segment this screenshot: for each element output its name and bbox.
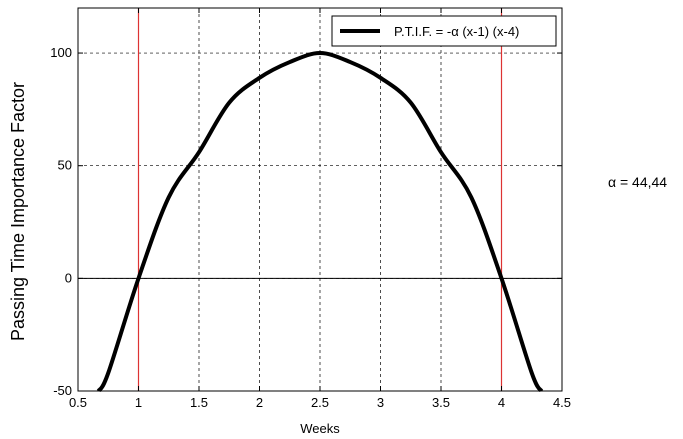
y-tick-label: 0 bbox=[65, 270, 72, 285]
series-group bbox=[96, 51, 544, 393]
y-ticks: -50 0 50 100 bbox=[50, 45, 562, 398]
alpha-note: α = 44,44 bbox=[608, 174, 668, 190]
x-tick-label: 3 bbox=[377, 395, 384, 410]
x-tick-label: 0.5 bbox=[69, 395, 87, 410]
legend: P.T.I.F. = -α (x-1) (x-4) bbox=[331, 15, 557, 47]
x-axis-label: Weeks bbox=[300, 421, 340, 436]
x-tick-label: 1.5 bbox=[190, 395, 208, 410]
y-tick-label: -50 bbox=[53, 383, 72, 398]
reference-lines bbox=[78, 8, 562, 391]
x-tick-label: 4.5 bbox=[553, 395, 571, 410]
y-tick-label: 50 bbox=[58, 158, 72, 173]
x-ticks: 0.5 1 1.5 2 2.5 3 3.5 4 4.5 bbox=[69, 8, 571, 410]
y-axis-label: Passing Time Importance Factor bbox=[8, 82, 28, 341]
legend-entry: P.T.I.F. = -α (x-1) (x-4) bbox=[394, 24, 519, 39]
x-tick-label: 2 bbox=[256, 395, 263, 410]
series-line bbox=[96, 51, 544, 393]
x-tick-label: 1 bbox=[135, 395, 142, 410]
x-tick-label: 3.5 bbox=[432, 395, 450, 410]
x-tick-label: 4 bbox=[498, 395, 505, 410]
x-tick-label: 2.5 bbox=[311, 395, 329, 410]
y-tick-label: 100 bbox=[50, 45, 72, 60]
